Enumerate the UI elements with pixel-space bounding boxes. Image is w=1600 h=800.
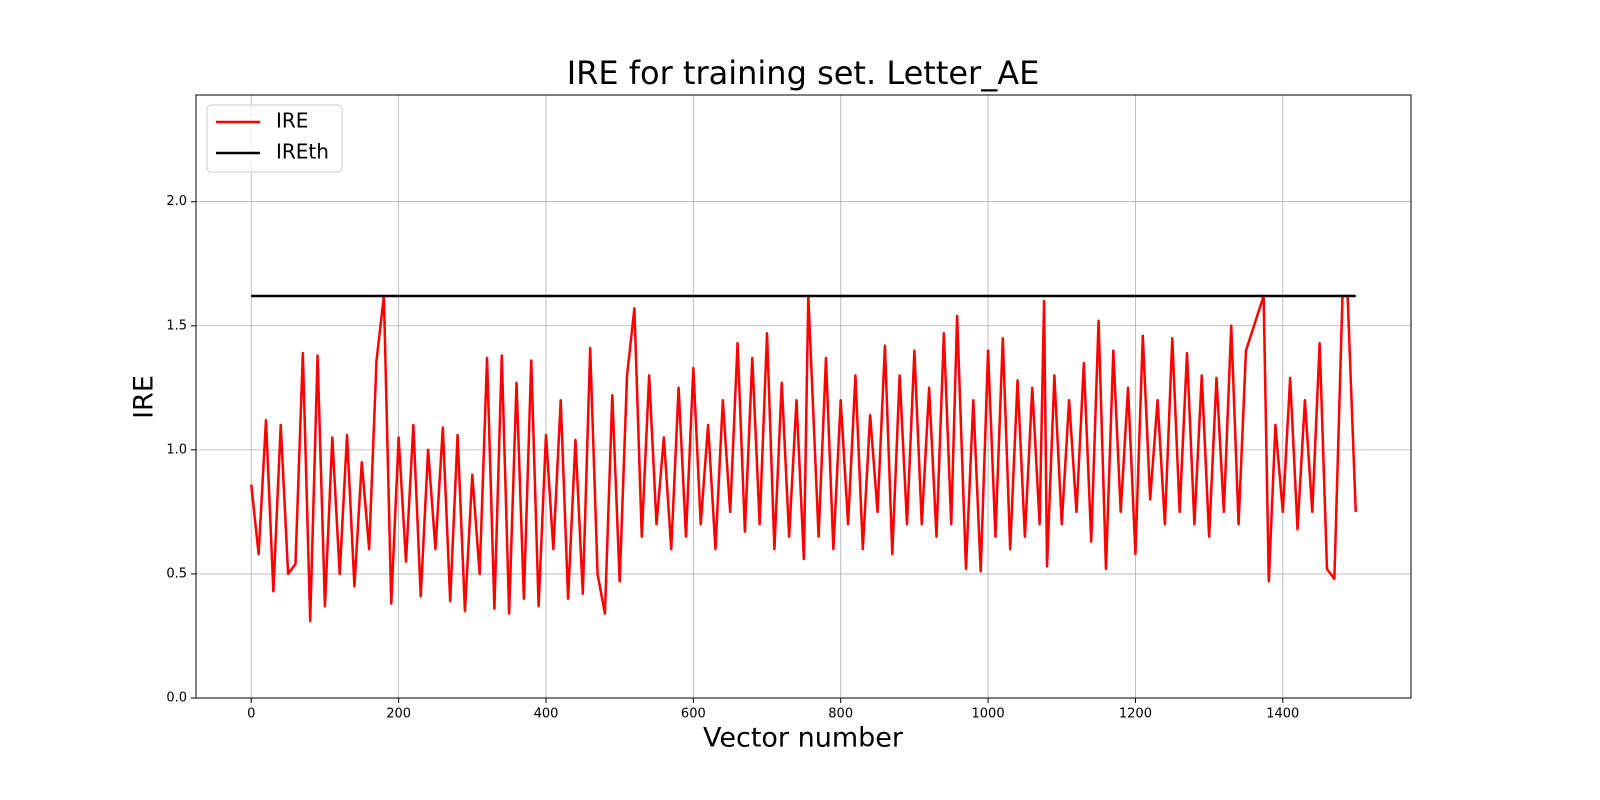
line-series (250, 294, 1357, 623)
y-tick-label: 1.5 (166, 318, 187, 333)
axes-frame (195, 94, 1412, 699)
x-tick-label: 1000 (972, 707, 1005, 722)
x-tick-label: 200 (386, 707, 411, 722)
x-tick-label: 0 (247, 707, 255, 722)
x-tick-label: 800 (828, 707, 853, 722)
y-tick-label: 2.0 (166, 194, 187, 209)
legend-label: IREth (276, 140, 329, 164)
y-tick-label: 0.5 (166, 566, 187, 581)
legend-label: IRE (276, 109, 308, 133)
x-tick-label: 1400 (1266, 707, 1299, 722)
y-tick-label: 0.0 (166, 691, 187, 706)
x-tick-label: 1200 (1119, 707, 1152, 722)
y-tick-label: 1.0 (166, 442, 187, 457)
chart-title: IRE for training set. Letter_AE (567, 54, 1040, 92)
y-axis-label: IRE (129, 375, 160, 419)
x-axis-label: Vector number (703, 723, 904, 754)
legend: IRE IREth (206, 104, 343, 173)
x-tick-label: 600 (681, 707, 706, 722)
x-tick-label: 400 (534, 707, 559, 722)
plot-area (250, 294, 1357, 623)
